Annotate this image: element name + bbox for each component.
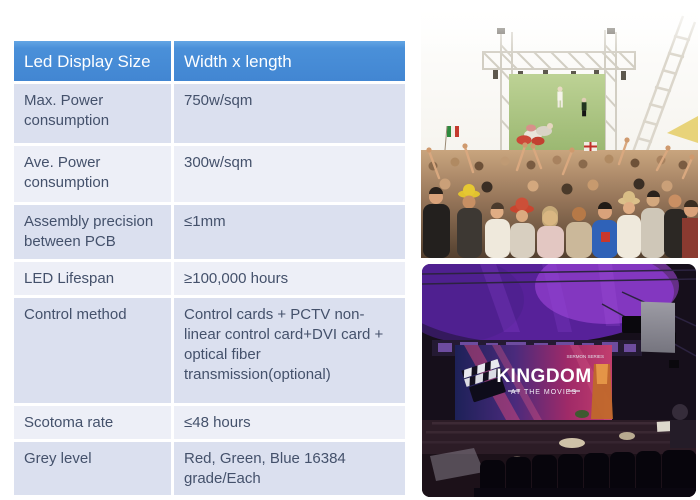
table-header-row: Led Display Size Width x length bbox=[14, 41, 405, 81]
projection-screen bbox=[641, 301, 675, 353]
table-row: Assembly precision between PCB ≤1mm bbox=[14, 205, 405, 259]
spec-label: Scotoma rate bbox=[14, 406, 171, 439]
spec-value: Red, Green, Blue 16384 grade/Each bbox=[174, 442, 405, 495]
indoor-stage-scene: KINGDOM AT THE MOVIES SERMON SERIES bbox=[422, 264, 696, 497]
table-header-col2: Width x length bbox=[174, 41, 405, 81]
table-row: Grey level Red, Green, Blue 16384 grade/… bbox=[14, 442, 405, 495]
floor-rug bbox=[430, 448, 484, 481]
spec-label: LED Lifespan bbox=[14, 262, 171, 295]
screen-title-text: KINGDOM bbox=[496, 366, 591, 387]
table-row: Scotoma rate ≤48 hours bbox=[14, 406, 405, 439]
screen-subtitle-text: AT THE MOVIES bbox=[511, 389, 577, 396]
sky-fade bbox=[421, 0, 698, 58]
spec-value: ≤1mm bbox=[174, 205, 405, 259]
rugby-players bbox=[516, 86, 587, 146]
table-row: LED Lifespan ≥100,000 hours bbox=[14, 262, 405, 295]
indoor-led-screen: KINGDOM AT THE MOVIES SERMON SERIES bbox=[455, 345, 613, 420]
spec-value: ≤48 hours bbox=[174, 406, 405, 439]
table-row: Max. Power consumption 750w/sqm bbox=[14, 84, 405, 143]
table-row: Ave. Power consumption 300w/sqm bbox=[14, 146, 405, 202]
table-row: Control method Control cards + PCTV non-… bbox=[14, 298, 405, 403]
table-header-col1: Led Display Size bbox=[14, 41, 171, 81]
spec-table: Led Display Size Width x length Max. Pow… bbox=[14, 41, 405, 498]
outdoor-event-scene bbox=[421, 0, 698, 258]
spec-label: Control method bbox=[14, 298, 171, 403]
podium bbox=[591, 364, 613, 419]
drum-kit bbox=[670, 404, 696, 448]
clapperboard-icon bbox=[461, 359, 506, 403]
spec-label: Grey level bbox=[14, 442, 171, 495]
spec-value: Control cards + PCTV non-linear control … bbox=[174, 298, 405, 403]
spec-value: 300w/sqm bbox=[174, 146, 405, 202]
england-flag bbox=[584, 142, 597, 151]
spec-label: Assembly precision between PCB bbox=[14, 205, 171, 259]
spec-label: Ave. Power consumption bbox=[14, 146, 171, 202]
screen-series-text: SERMON SERIES bbox=[566, 354, 604, 359]
crowd-front-row bbox=[423, 184, 698, 258]
chair-row-silhouette bbox=[474, 450, 696, 497]
spec-value: ≥100,000 hours bbox=[174, 262, 405, 295]
fists bbox=[426, 137, 695, 160]
outdoor-event-photo bbox=[421, 0, 698, 258]
yellow-tent bbox=[667, 116, 698, 143]
indoor-stage-photo: KINGDOM AT THE MOVIES SERMON SERIES bbox=[422, 264, 696, 497]
spec-value: 750w/sqm bbox=[174, 84, 405, 143]
purple-stage-lighting bbox=[422, 264, 679, 344]
italian-flag bbox=[444, 125, 459, 151]
raised-arms bbox=[427, 139, 694, 180]
spec-label: Max. Power consumption bbox=[14, 84, 171, 143]
